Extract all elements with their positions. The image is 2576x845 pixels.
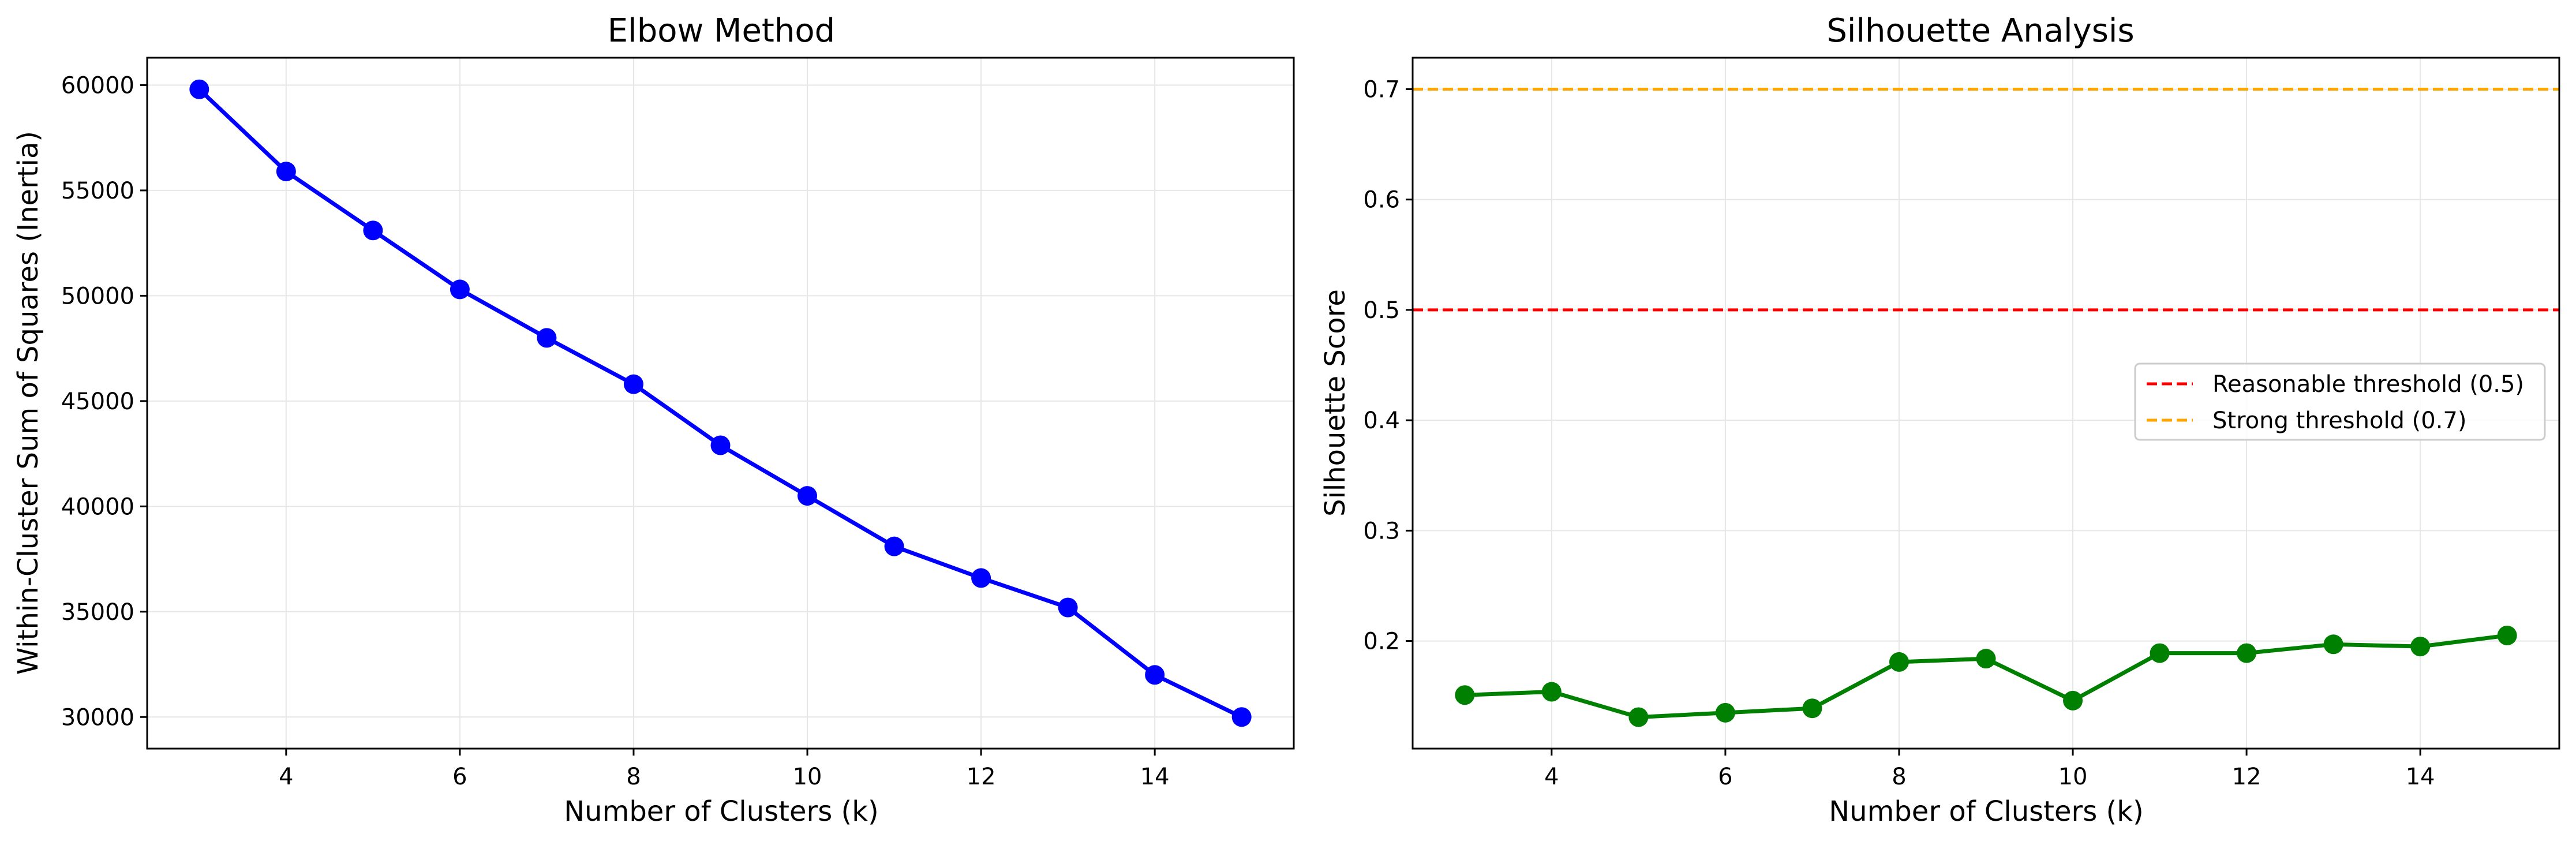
silhouette-chart-x-ticks: 4 6 8 10 12 14 — [1544, 749, 2435, 790]
silhouette-data-point — [1889, 652, 1909, 672]
silhouette-y-tick-label: 0.2 — [1363, 629, 1400, 655]
elbow-x-tick-label: 4 — [279, 764, 293, 790]
legend-box — [2134, 362, 2546, 441]
elbow-data-point — [971, 568, 991, 588]
silhouette-y-tick-label: 0.6 — [1363, 187, 1400, 214]
silhouette-data-point — [1628, 707, 1649, 727]
elbow-chart-y-label: Within-Cluster Sum of Squares (Inertia) — [12, 131, 44, 675]
silhouette-y-tick-label: 0.3 — [1363, 518, 1400, 544]
elbow-data-point — [1231, 707, 1252, 727]
elbow-data-point — [450, 279, 470, 300]
silhouette-x-tick-label: 6 — [1718, 764, 1732, 790]
elbow-chart-x-label: Number of Clusters (k) — [564, 795, 878, 828]
elbow-x-tick-label: 14 — [1140, 764, 1170, 790]
silhouette-x-tick-label: 10 — [2058, 764, 2088, 790]
silhouette-chart-series — [1455, 626, 2517, 727]
elbow-x-tick-label: 6 — [452, 764, 467, 790]
elbow-x-tick-label: 12 — [967, 764, 996, 790]
silhouette-data-point — [2150, 643, 2170, 663]
elbow-y-tick-label: 35000 — [61, 599, 134, 626]
elbow-chart-title: Elbow Method — [608, 12, 835, 50]
elbow-data-point — [797, 486, 818, 506]
elbow-data-point — [884, 536, 904, 556]
elbow-data-point — [537, 328, 557, 348]
silhouette-chart-y-ticks: 0.2 0.3 0.4 0.5 0.6 0.7 — [1363, 76, 1413, 655]
legend-label-reasonable: Reasonable threshold (0.5) — [2212, 371, 2524, 398]
elbow-y-tick-label: 30000 — [61, 704, 134, 731]
silhouette-data-point — [2497, 626, 2517, 646]
elbow-chart-panel: Elbow Method 4 6 8 10 12 14 30000 35000 40000 45… — [12, 12, 1295, 828]
elbow-chart-y-ticks: 30000 35000 40000 45000 50000 55000 60000 — [61, 72, 147, 731]
elbow-data-point — [363, 220, 383, 241]
silhouette-series-line — [1465, 633, 2508, 719]
elbow-data-point — [1058, 597, 1078, 618]
elbow-chart-axes-frame — [146, 57, 1295, 750]
elbow-data-point — [276, 162, 296, 182]
elbow-y-tick-label: 45000 — [61, 388, 134, 415]
legend-label-strong: Strong threshold (0.7) — [2212, 407, 2467, 434]
elbow-y-tick-label: 55000 — [61, 178, 134, 204]
silhouette-chart-title: Silhouette Analysis — [1826, 12, 2134, 50]
elbow-data-point — [189, 79, 209, 99]
elbow-x-tick-label: 10 — [793, 764, 822, 790]
silhouette-x-tick-label: 14 — [2406, 764, 2435, 790]
elbow-y-tick-label: 60000 — [61, 72, 134, 99]
silhouette-data-point — [2063, 690, 2083, 711]
silhouette-y-tick-label: 0.7 — [1363, 76, 1400, 103]
silhouette-data-point — [1715, 702, 1735, 723]
silhouette-data-point — [2237, 643, 2257, 663]
elbow-data-point — [623, 374, 643, 394]
silhouette-chart-legend: Reasonable threshold (0.5) Strong thresh… — [2134, 362, 2546, 441]
silhouette-x-tick-label: 4 — [1544, 764, 1559, 790]
silhouette-chart-panel: Silhouette Analysis 4 6 8 10 12 14 0.20.30.40… — [1319, 12, 2560, 828]
elbow-series-line — [197, 88, 1243, 719]
silhouette-x-tick-label: 12 — [2232, 764, 2262, 790]
silhouette-x-tick-label: 8 — [1892, 764, 1906, 790]
silhouette-chart-threshold-lines — [1413, 87, 2559, 312]
elbow-data-point — [1145, 665, 1165, 685]
elbow-chart-series — [189, 79, 1252, 727]
silhouette-data-point — [2323, 634, 2343, 655]
elbow-chart-x-ticks: 4 6 8 10 12 14 — [279, 749, 1170, 790]
silhouette-data-point — [1541, 682, 1562, 702]
silhouette-data-point — [1455, 685, 1475, 705]
silhouette-data-point — [2410, 637, 2431, 657]
silhouette-chart-axes-frame — [1411, 57, 2560, 750]
elbow-chart-gridlines — [147, 58, 1294, 749]
silhouette-data-point — [1802, 698, 1822, 719]
silhouette-chart-x-label: Number of Clusters (k) — [1829, 795, 2143, 828]
elbow-y-tick-label: 50000 — [61, 283, 134, 309]
silhouette-y-tick-label: 0.5 — [1363, 297, 1400, 324]
silhouette-data-point — [1976, 649, 1996, 669]
silhouette-y-tick-label: 0.4 — [1363, 407, 1400, 434]
elbow-data-point — [710, 435, 731, 455]
elbow-x-tick-label: 8 — [626, 764, 641, 790]
silhouette-chart-y-label: Silhouette Score — [1319, 289, 1351, 517]
elbow-y-tick-label: 40000 — [61, 493, 134, 520]
